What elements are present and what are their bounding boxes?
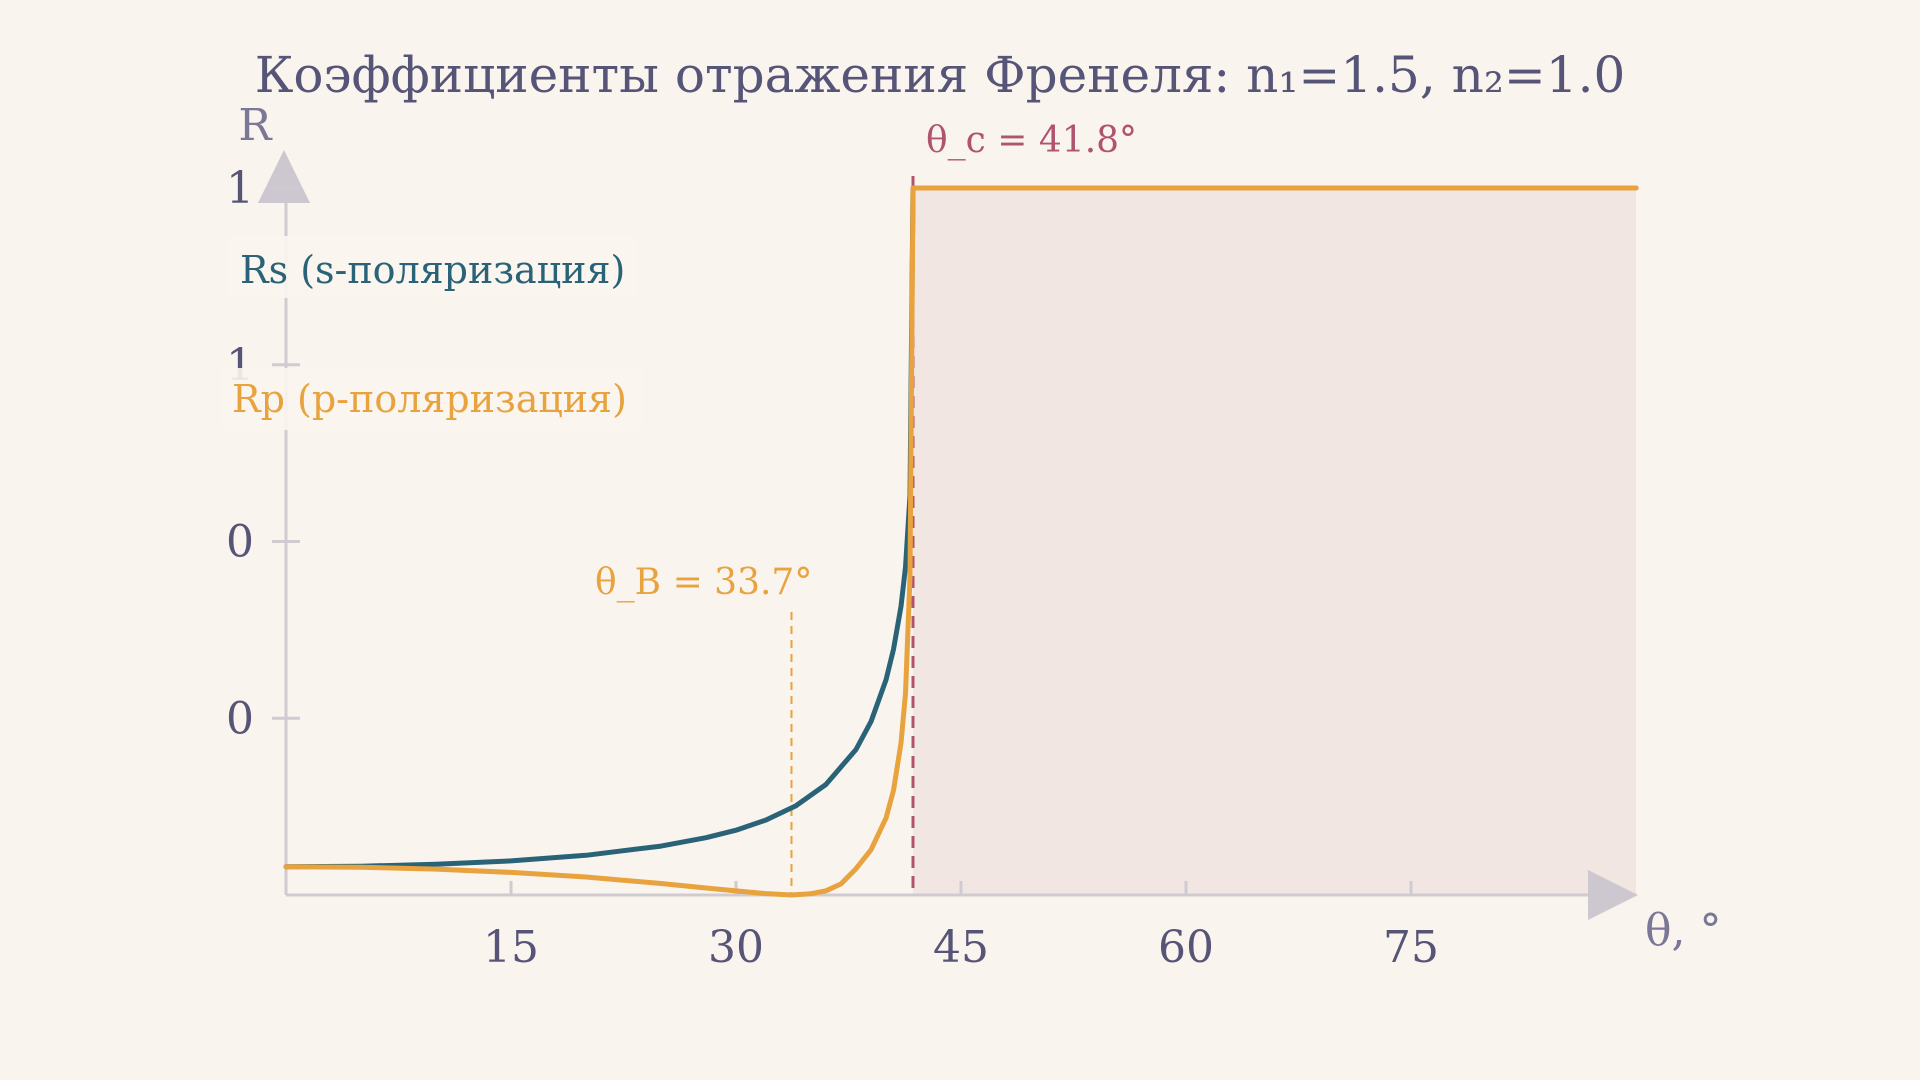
rp-curve bbox=[283, 185, 1639, 898]
x-axis-label: θ, ° bbox=[1645, 905, 1721, 956]
x-axis-arrow bbox=[1588, 870, 1638, 920]
y-tick-label: 0 bbox=[226, 693, 254, 744]
rs-curve bbox=[283, 185, 1639, 870]
x-tick-label: 75 bbox=[1383, 922, 1439, 973]
x-tick-label: 30 bbox=[708, 922, 764, 973]
y-tick-label: 0 bbox=[226, 517, 254, 568]
chart-title: Коэффициенты отражения Френеля: n₁=1.5, … bbox=[255, 46, 1626, 104]
legend-background bbox=[228, 236, 638, 298]
brewster-angle-label: θ_B = 33.7° bbox=[595, 562, 812, 603]
tir-shaded-region bbox=[913, 188, 1636, 895]
y-axis-label: R bbox=[238, 100, 273, 151]
legend-rs: Rs (s-поляризация) bbox=[240, 248, 625, 292]
y-tick-label: 1 bbox=[226, 163, 254, 214]
x-tick-label: 60 bbox=[1158, 922, 1214, 973]
legend-rp: Rp (p-поляризация) bbox=[232, 377, 627, 421]
legend-background bbox=[222, 368, 642, 430]
x-tick-label: 15 bbox=[483, 922, 539, 973]
critical-angle-label: θ_c = 41.8° bbox=[926, 120, 1137, 161]
y-axis-arrow bbox=[258, 150, 310, 203]
x-tick-label: 45 bbox=[933, 922, 989, 973]
